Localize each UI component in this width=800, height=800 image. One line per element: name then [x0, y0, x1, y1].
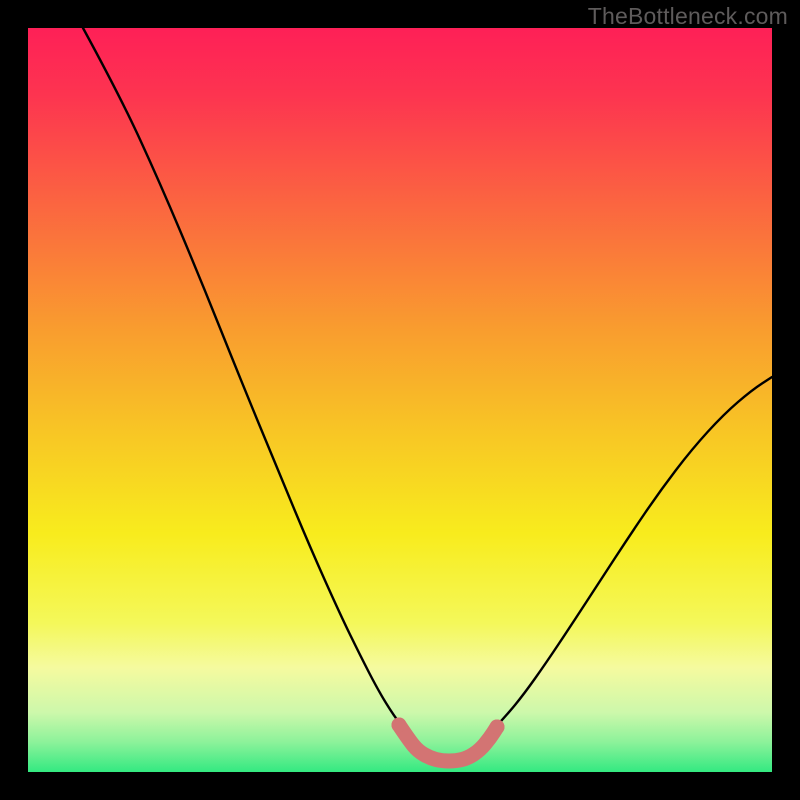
chart-svg	[0, 0, 800, 800]
bottleneck-chart: TheBottleneck.com	[0, 0, 800, 800]
optimal-marker-start-dot	[392, 718, 407, 733]
optimal-marker-end-dot	[490, 720, 505, 735]
